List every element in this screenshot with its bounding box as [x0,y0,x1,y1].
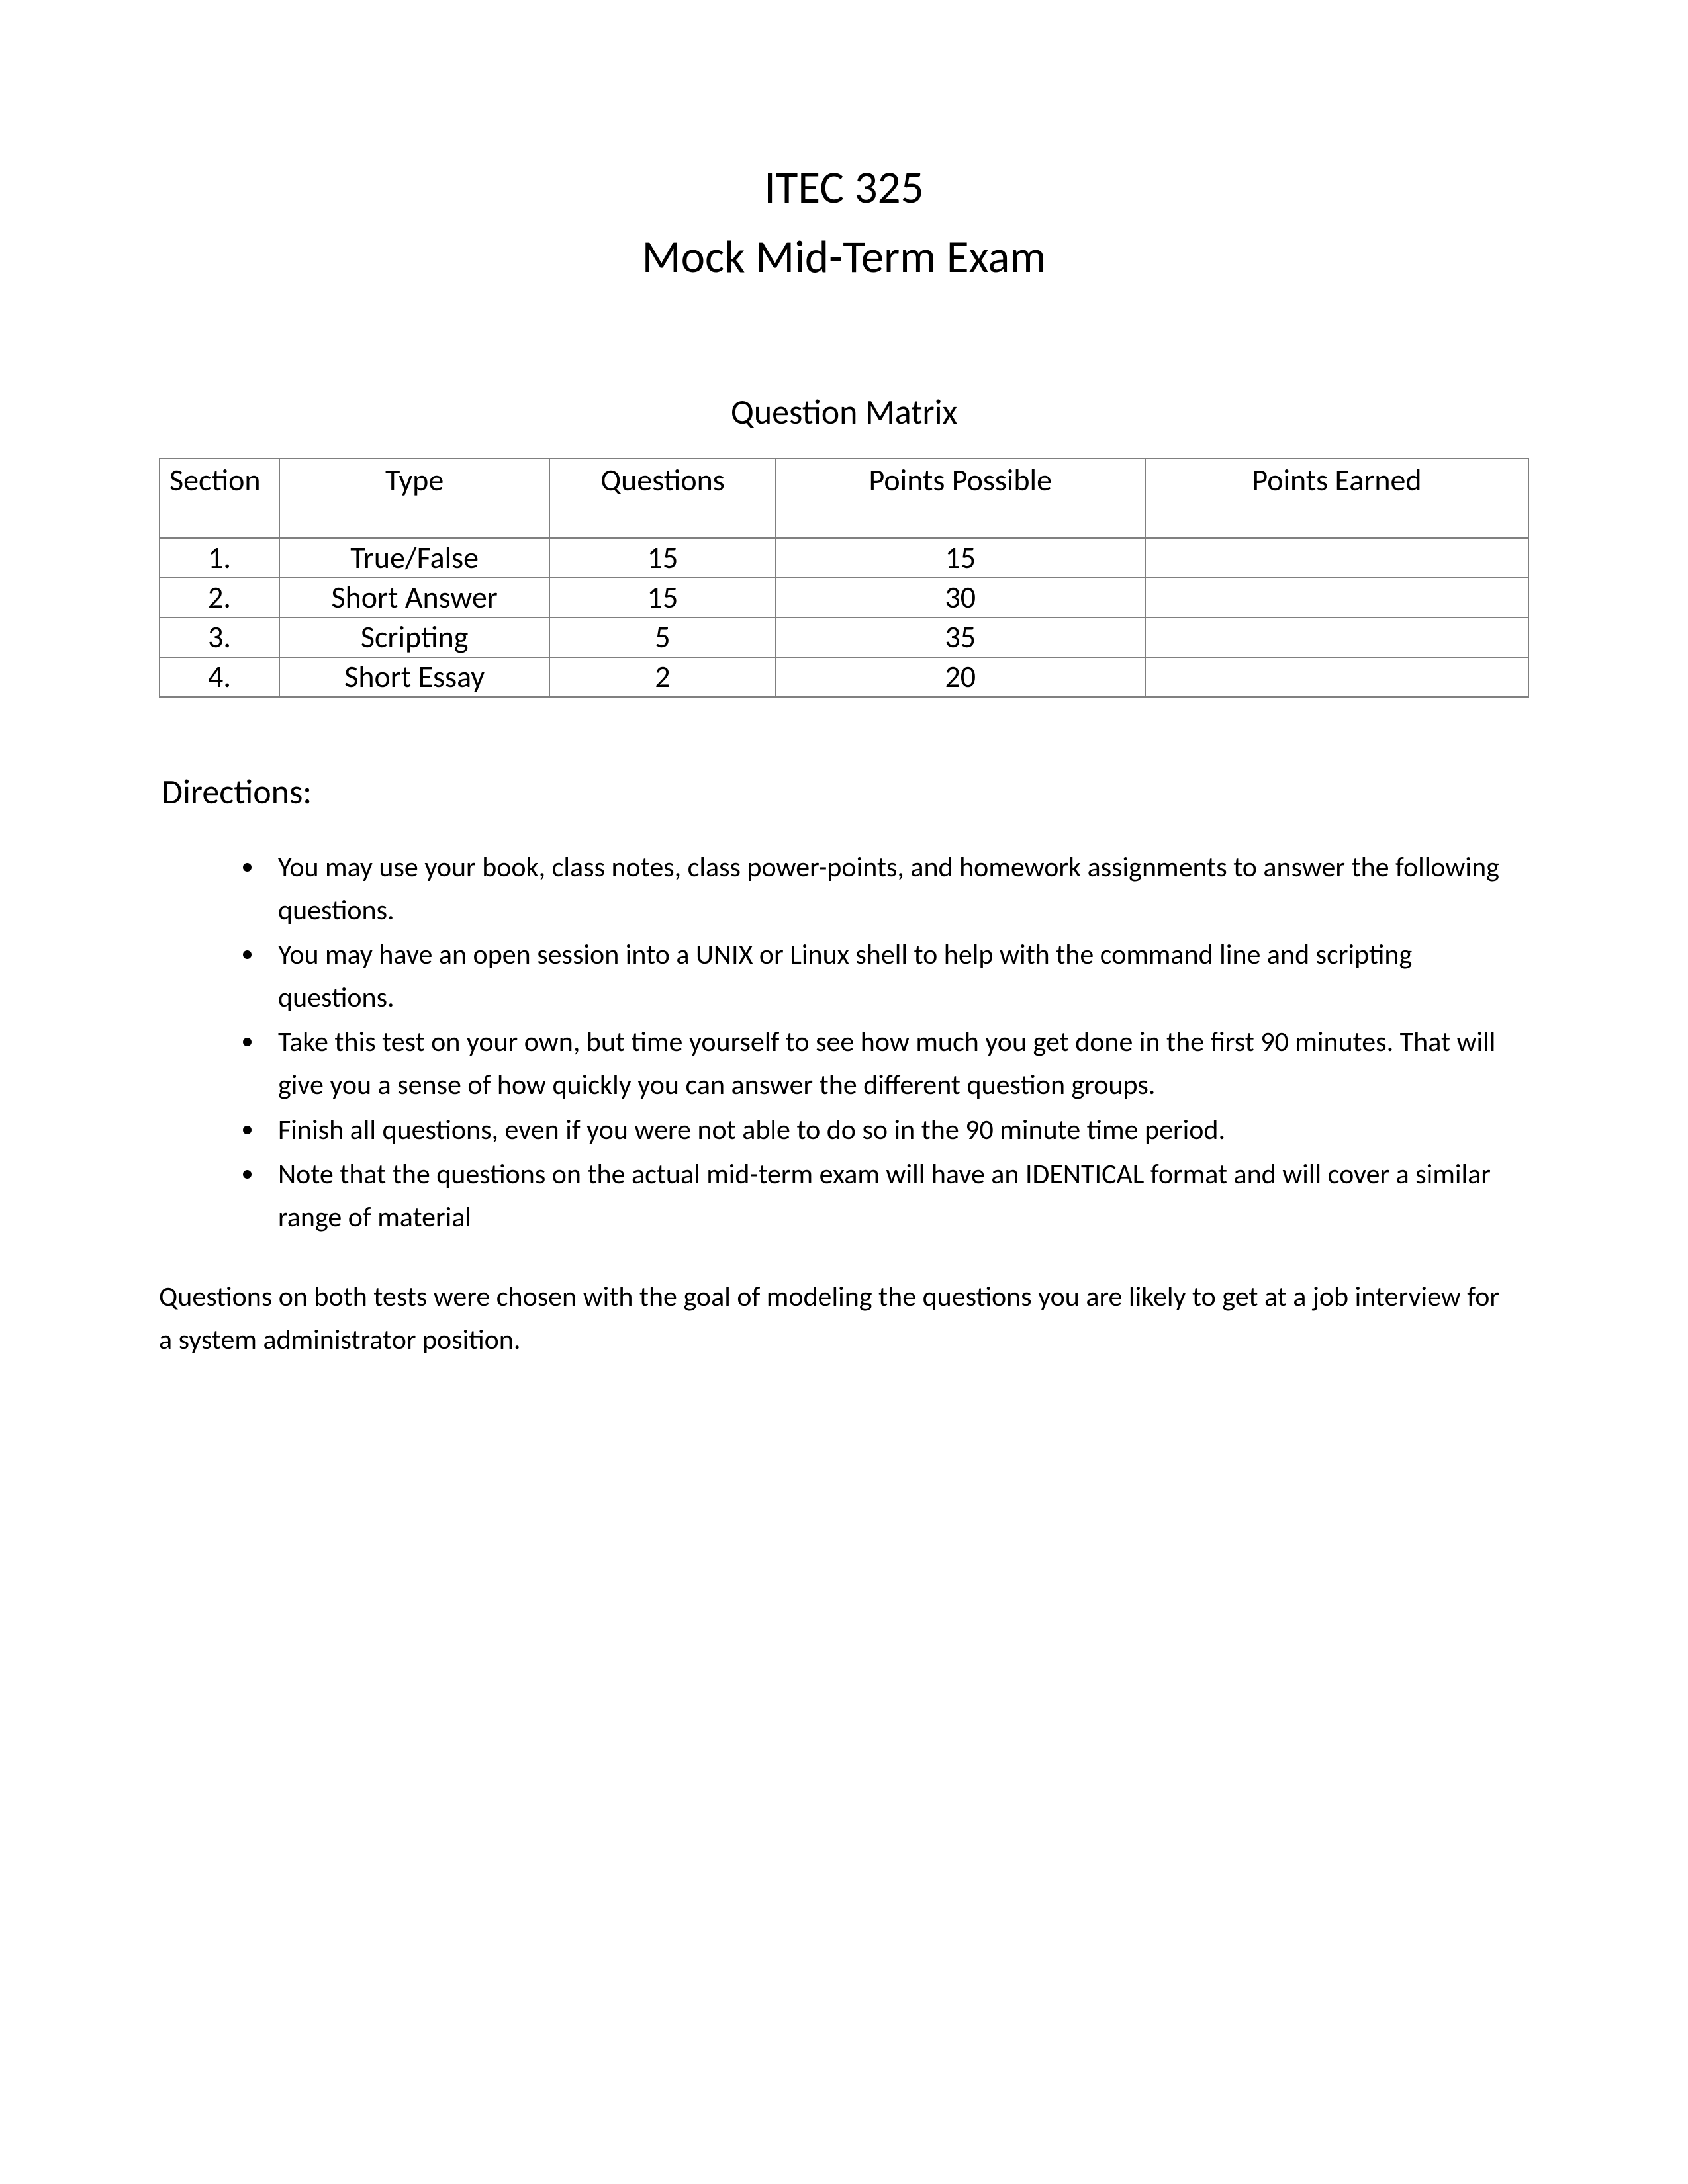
col-header-questions: Questions [549,459,775,538]
cell-type: Short Answer [279,578,549,617]
col-header-possible: Points Possible [776,459,1145,538]
table-row: 2. Short Answer 15 30 [160,578,1528,617]
cell-possible: 30 [776,578,1145,617]
list-item: You may use your book, class notes, clas… [265,846,1529,932]
table-header-row: Section Type Questions Points Possible P… [160,459,1528,538]
matrix-heading: Question Matrix [159,390,1529,433]
col-header-earned: Points Earned [1145,459,1528,538]
document-title-block: ITEC 325 Mock Mid-Term Exam [159,159,1529,285]
cell-questions: 2 [549,657,775,697]
cell-type: Scripting [279,617,549,657]
list-item: You may have an open session into a UNIX… [265,933,1529,1019]
directions-list: You may use your book, class notes, clas… [159,846,1529,1239]
cell-type: True/False [279,538,549,578]
cell-possible: 35 [776,617,1145,657]
cell-section: 1. [160,538,279,578]
matrix-body: 1. True/False 15 15 2. Short Answer 15 3… [160,538,1528,697]
cell-earned [1145,578,1528,617]
col-header-type: Type [279,459,549,538]
cell-section: 4. [160,657,279,697]
col-header-section: Section [160,459,279,538]
cell-earned [1145,657,1528,697]
list-item: Note that the questions on the actual mi… [265,1153,1529,1239]
cell-section: 2. [160,578,279,617]
cell-possible: 15 [776,538,1145,578]
table-row: 3. Scripting 5 35 [160,617,1528,657]
cell-questions: 5 [549,617,775,657]
cell-possible: 20 [776,657,1145,697]
table-row: 1. True/False 15 15 [160,538,1528,578]
list-item: Finish all questions, even if you were n… [265,1109,1529,1152]
cell-earned [1145,538,1528,578]
cell-questions: 15 [549,578,775,617]
cell-section: 3. [160,617,279,657]
document-title: Mock Mid-Term Exam [159,228,1529,285]
cell-earned [1145,617,1528,657]
cell-questions: 15 [549,538,775,578]
list-item: Take this test on your own, but time you… [265,1021,1529,1107]
directions-heading: Directions: [162,770,1529,813]
table-row: 4. Short Essay 2 20 [160,657,1528,697]
closing-paragraph: Questions on both tests were chosen with… [159,1275,1529,1361]
question-matrix-table: Section Type Questions Points Possible P… [159,458,1529,698]
cell-type: Short Essay [279,657,549,697]
course-code: ITEC 325 [159,159,1529,215]
